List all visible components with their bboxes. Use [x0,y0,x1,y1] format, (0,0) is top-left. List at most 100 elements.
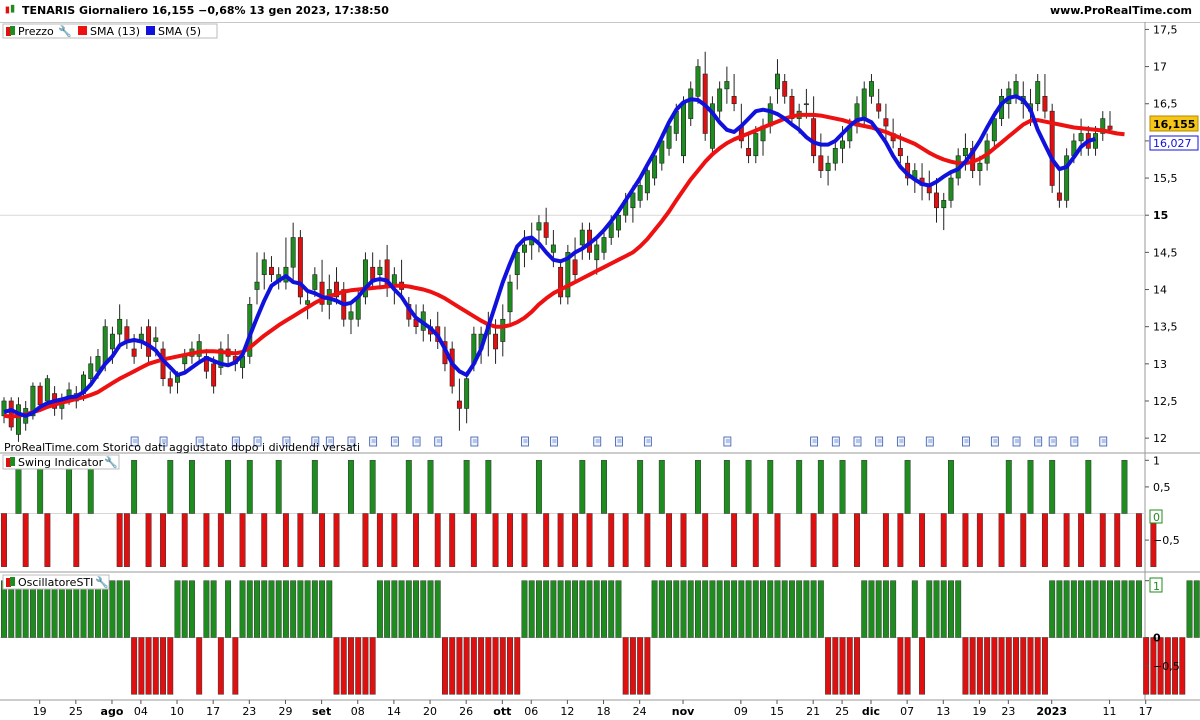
svg-text:12: 12 [560,705,574,718]
svg-text:25: 25 [835,705,849,718]
dividend-icon[interactable] [1070,436,1079,447]
oscillator-panel [1,580,1200,695]
candle [117,304,123,349]
osc-bar [1157,637,1164,695]
osc-bar [846,637,853,695]
dividend-icon[interactable] [282,436,291,447]
site-link[interactable]: www.ProRealTime.com [1049,4,1192,17]
sma5-line [3,94,1097,418]
candle [767,96,773,134]
dividend-icon[interactable] [643,436,652,447]
legend-sma5-label: SMA (5) [158,25,201,38]
osc-bar [572,580,579,638]
swing-bar [1078,513,1085,567]
dividend-icon[interactable] [549,436,558,447]
dividend-icon[interactable] [347,436,356,447]
osc-bar [1041,637,1048,695]
candle [579,222,585,260]
swing-bar [1135,513,1142,567]
svg-text:20: 20 [423,705,437,718]
swing-wrench-icon[interactable]: 🔧 [104,455,118,469]
swing-panel [1,460,1157,567]
candle [594,237,600,275]
osc-bar [1164,637,1171,695]
dividend-icon[interactable] [723,436,732,447]
dividend-icon[interactable] [1012,436,1021,447]
swing-bar [427,460,434,514]
dividend-icon[interactable] [831,436,840,447]
dividend-icon[interactable] [853,436,862,447]
dividend-icon[interactable] [896,436,905,447]
dividend-icon[interactable] [253,436,262,447]
osc-last-marker: 1 [1149,577,1163,593]
osc-bar [861,580,868,638]
dividend-icon[interactable] [130,436,139,447]
swing-bar [919,513,926,567]
x-tick-label: 23 [1001,700,1015,718]
osc-bar [1027,637,1034,695]
swing-bar [297,513,304,567]
price-ytick: 15,5 [1145,172,1178,185]
osc-bar [485,637,492,695]
swing-bar [492,513,499,567]
dividend-icon[interactable] [875,436,884,447]
dividend-icon[interactable] [521,436,529,447]
swing-bar [861,460,868,514]
osc-bar [622,637,629,695]
osc-bar [788,580,795,638]
dividend-icon[interactable] [1048,436,1057,447]
dividend-icon[interactable] [412,436,421,447]
candle [261,252,267,290]
sma5-last-label: 16,027 [1153,137,1192,150]
dividend-icon[interactable] [369,436,378,447]
svg-text:dic: dic [862,705,880,718]
dividend-icon[interactable] [1099,436,1108,447]
dividend-icon[interactable] [593,436,602,447]
x-tick-label: 15 [770,700,784,718]
osc-bar [695,580,701,638]
osc-bar [225,580,232,638]
dividend-icon[interactable] [434,436,443,447]
dividend-icon[interactable] [615,436,623,447]
dividend-icon[interactable] [390,436,399,447]
axes: 12 12,5 13 13,5 14 14,5 15 15,5 16,5 17 17,5 1 0,5 −0… [33,23,1180,718]
price-legend[interactable]: Prezzo 🔧 SMA (13) SMA (5) [2,23,218,39]
osc-wrench-icon[interactable]: 🔧 [95,575,109,589]
wrench-icon[interactable]: 🔧 [58,24,72,38]
candle [1042,74,1048,119]
price-ytick: 16,5 [1145,98,1178,111]
osc-bar [304,580,311,638]
osc-bar [731,580,738,638]
osc-bar [311,580,318,638]
osc-bar [261,580,268,638]
swing-legend[interactable]: Swing Indicator 🔧 [2,454,120,470]
swing-bar [601,460,607,514]
swing-bar [998,513,1005,567]
swing-ytick: 0,5 [1145,481,1171,494]
candle [644,163,650,201]
swing-bar [485,460,492,514]
dividend-icon[interactable] [159,436,168,447]
swing-bar [1027,460,1034,514]
candle [775,59,780,104]
osc-bar [774,580,781,638]
dividend-icon[interactable] [195,436,204,447]
dividend-icon[interactable] [810,436,819,447]
dividend-icon[interactable] [925,436,934,447]
dividend-icon[interactable] [962,436,970,447]
x-tick-label: nov [672,700,695,718]
x-tick-label: dic [862,700,880,718]
dividend-icon[interactable] [470,436,479,447]
swing-bar [745,460,752,514]
dividend-icon[interactable] [325,436,334,447]
dividend-icon[interactable] [990,436,999,447]
candle [500,304,506,357]
dividend-icon[interactable] [311,436,320,447]
osc-bar [1063,580,1070,638]
candle [565,244,571,305]
oscillator-legend[interactable]: OscillatoreSTI 🔧 [2,574,110,590]
x-tick-label: 2023 [1036,700,1067,718]
dividend-icon[interactable] [1034,436,1043,447]
dividend-icon[interactable] [231,436,240,447]
